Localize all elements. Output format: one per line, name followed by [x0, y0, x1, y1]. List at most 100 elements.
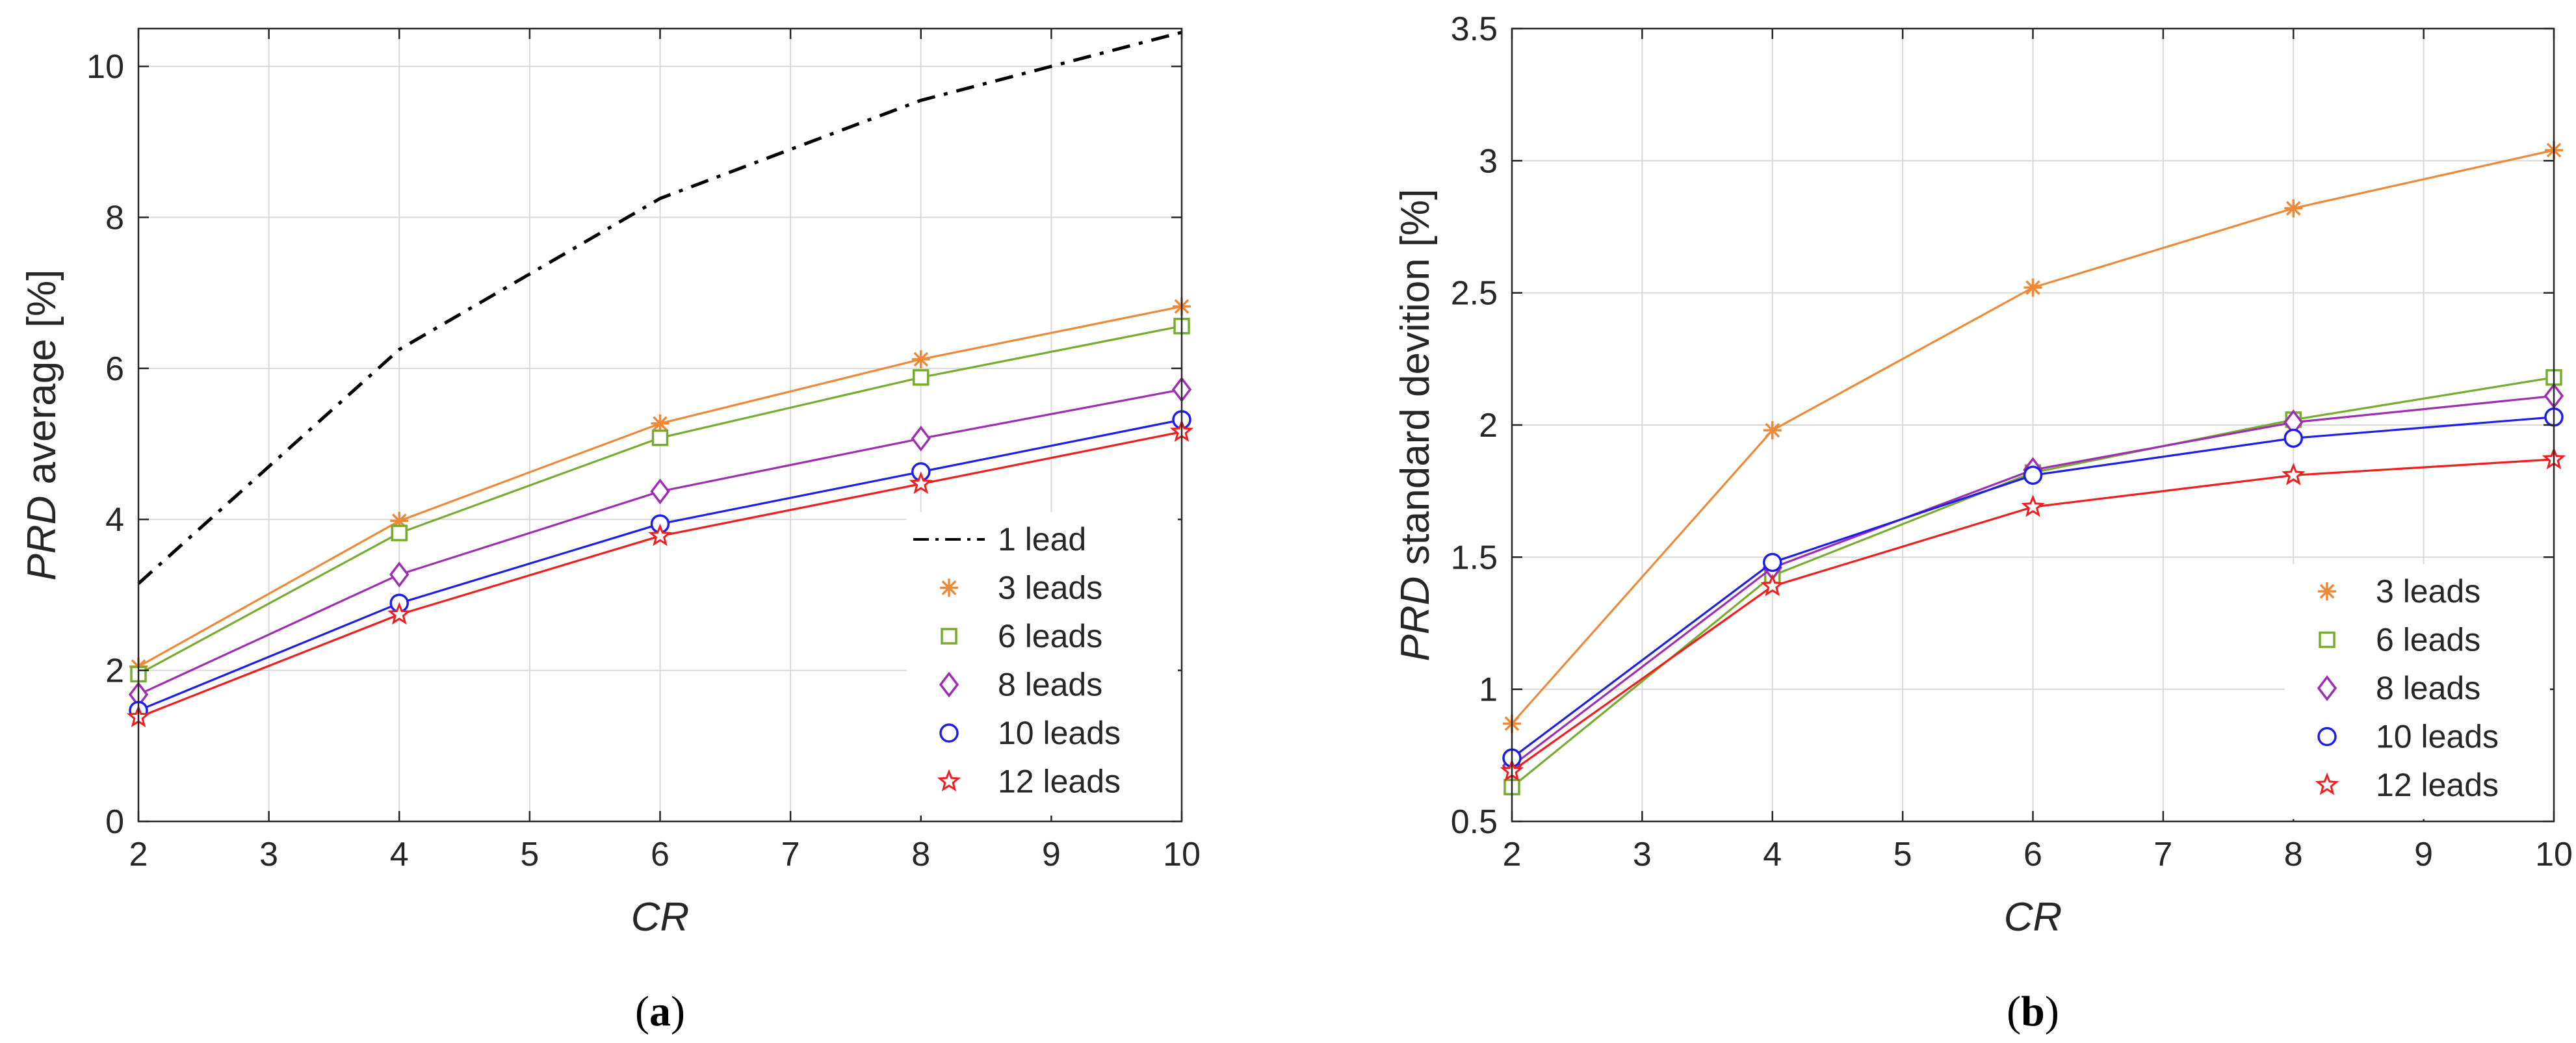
legend-marker [937, 769, 961, 792]
y-tick-label: 3 [1479, 142, 1498, 180]
y-axis-label-rest: average [%] [20, 270, 64, 496]
legend: 1 lead 3 leads 6 leads 8 leads 10 leads 12 le… [907, 512, 1178, 816]
x-tick-label: 4 [390, 836, 409, 873]
y-tick-label: 2.5 [1451, 275, 1498, 313]
x-tick-label: 3 [1633, 836, 1652, 873]
legend-marker [939, 723, 959, 743]
legend-marker [2319, 631, 2335, 649]
legend-marker [2315, 772, 2339, 795]
legend-marker [2317, 727, 2337, 747]
legend-label: 10 leads [998, 715, 1121, 751]
data-point [1763, 552, 1782, 573]
y-axis-label-rest: standard devition [%] [1393, 188, 1438, 576]
series-12-leads [126, 419, 1194, 728]
legend-marker [2318, 582, 2336, 600]
data-point [651, 430, 669, 446]
legend-item: 3 leads [2318, 573, 2480, 610]
legend-label: 12 leads [2376, 767, 2499, 803]
legend-item: 8 leads [2317, 670, 2480, 706]
series-1-lead [137, 31, 1182, 585]
x-tick-label: 9 [1042, 836, 1061, 873]
legend-label: 10 leads [2376, 719, 2499, 755]
legend-item: 8 leads [939, 667, 1102, 703]
y-tick-label: 1 [1479, 671, 1498, 709]
legend-label: 1 lead [998, 521, 1086, 558]
data-point [2283, 428, 2303, 448]
legend-item: 10 leads [2317, 719, 2499, 755]
x-tick-label: 9 [2414, 836, 2433, 873]
x-tick-label: 7 [2153, 836, 2172, 873]
data-point [911, 350, 930, 368]
chart-b: 2 3 4 5 6 7 8 9 10 0.5 1 1.5 2 2.5 3 3.5 CR PRD standard … [1393, 10, 2573, 1035]
data-point [391, 524, 408, 541]
y-tick-label: 0.5 [1451, 803, 1498, 841]
y-tick-label: 2 [105, 652, 124, 690]
data-point [2284, 199, 2303, 218]
x-tick-label: 2 [1503, 836, 1522, 873]
legend-label: 3 leads [2376, 573, 2480, 610]
legend-item: 1 lead [913, 521, 1086, 558]
y-tick-label: 4 [105, 501, 124, 539]
x-tick-label: 6 [651, 836, 670, 873]
x-tick-label: 5 [520, 836, 539, 873]
x-tick-label: 3 [259, 836, 278, 873]
y-tick-label: 0 [105, 803, 124, 841]
legend-marker [940, 578, 958, 597]
legend-item: 3 leads [940, 570, 1102, 606]
data-point [2021, 494, 2045, 517]
x-tick-label: 10 [1163, 836, 1201, 873]
legend-item: 6 leads [941, 618, 1102, 654]
legend-marker [2317, 675, 2337, 701]
data-point [2023, 465, 2043, 485]
legend-label: 8 leads [2376, 670, 2480, 706]
x-tick-label: 7 [781, 836, 800, 873]
legend-label: 12 leads [998, 764, 1121, 800]
legend-item: 10 leads [939, 715, 1121, 751]
data-point [648, 523, 672, 547]
x-tick-label: 5 [1893, 836, 1912, 873]
y-tick-label: 1.5 [1451, 539, 1498, 576]
legend-label: 8 leads [998, 667, 1102, 703]
data-point [389, 561, 410, 587]
data-point [1760, 574, 1784, 597]
y-tick-label: 2 [1479, 407, 1498, 444]
legend-item: 6 leads [2319, 622, 2480, 658]
legend-label: 6 leads [2376, 622, 2480, 658]
legend-item: 12 leads [937, 764, 1121, 800]
series-12-leads [1500, 446, 2566, 782]
legend-label: 3 leads [998, 570, 1102, 606]
tick-marks [137, 29, 1183, 823]
y-axis-label: PRD average [%] [20, 270, 64, 581]
data-point [650, 478, 670, 505]
series-8-leads [128, 376, 1192, 708]
data-point [2023, 278, 2042, 297]
data-point [909, 471, 933, 495]
data-point [2282, 463, 2306, 485]
legend: 3 leads 6 leads 8 leads 10 leads 12 leads [2285, 564, 2550, 819]
legend-label: 6 leads [998, 618, 1102, 654]
series-line [137, 31, 1182, 585]
panel-caption: (b) [2007, 988, 2059, 1035]
data-point [1763, 421, 1782, 440]
data-point [387, 602, 411, 625]
y-tick-label: 8 [105, 199, 124, 237]
x-tick-label: 6 [2023, 836, 2042, 873]
x-tick-label: 4 [1763, 836, 1782, 873]
legend-item: 12 leads [2315, 767, 2499, 803]
x-tick-label: 2 [129, 836, 148, 873]
y-tick-label: 10 [86, 48, 124, 86]
data-point [911, 426, 931, 452]
y-tick-label: 6 [105, 350, 124, 388]
x-axis-label: CR [2004, 895, 2062, 940]
data-point [913, 369, 930, 386]
y-tick-label: 3.5 [1451, 10, 1498, 48]
panel-caption: (a) [635, 988, 685, 1035]
x-axis-label: CR [631, 895, 690, 940]
legend-marker [939, 671, 959, 698]
y-axis-label: PRD standard devition [%] [1393, 188, 1438, 661]
legend-marker [941, 628, 957, 645]
x-tick-label: 10 [2535, 836, 2573, 873]
x-tick-label: 8 [911, 836, 930, 873]
